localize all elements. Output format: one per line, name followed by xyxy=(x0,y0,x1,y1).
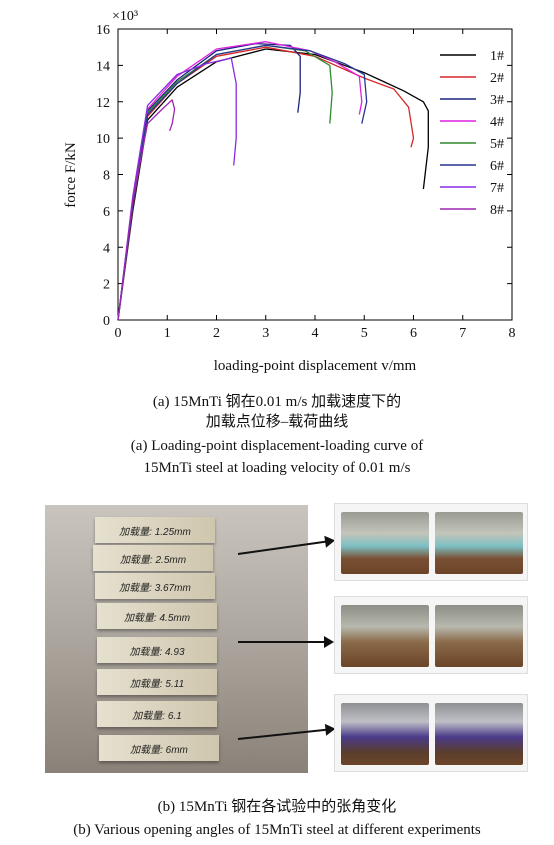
caption-b-cn: (b) 15MnTi 钢在各试验中的张角变化 xyxy=(157,799,397,815)
series-line-6 xyxy=(117,44,368,321)
y-tick-label: 16 xyxy=(96,23,110,38)
y-tick-label: 2 xyxy=(103,278,110,293)
arrow-2 xyxy=(238,636,334,648)
caption-a-cn-line1: (a) 15MnTi 钢在0.01 m/s 加载速度下的 xyxy=(152,394,402,410)
specimen-label: 加载量: 4.93 xyxy=(129,646,185,658)
y-axis-label: force F/kN xyxy=(63,142,79,208)
specimen-label: 加载量: 2.5mm xyxy=(119,554,187,566)
series-line-7 xyxy=(117,57,237,321)
fracture-photo-2 xyxy=(334,596,528,674)
caption-a-en-line1: (a) Loading-point displacement-loading c… xyxy=(130,438,424,454)
specimen-1: 加载量: 1.25mm xyxy=(95,517,215,543)
legend-label: 3# xyxy=(490,93,504,108)
y-tick-label: 4 xyxy=(103,241,110,256)
specimen-4: 加载量: 4.5mm xyxy=(97,603,217,629)
specimens-photo: 加载量: 1.25mm 加载量: 2.5mm 加载量: 3.67mm 加载量: … xyxy=(45,505,308,773)
series-line-4 xyxy=(117,41,363,321)
specimen-8: 加载量: 6mm xyxy=(99,735,219,761)
x-tick-label: 5 xyxy=(361,326,368,341)
legend-label: 7# xyxy=(490,181,504,196)
x-tick-label: 3 xyxy=(262,326,269,341)
specimen-label: 加载量: 6.1 xyxy=(132,710,182,722)
fracture-half-right xyxy=(435,605,523,667)
x-tick-label: 1 xyxy=(164,326,171,341)
legend-label: 4# xyxy=(490,115,504,130)
x-tick-label: 6 xyxy=(410,326,417,341)
caption-a-cn-line2: 加载点位移–载荷曲线 xyxy=(205,414,349,430)
legend-label: 2# xyxy=(490,71,504,86)
x-tick-label: 2 xyxy=(213,326,220,341)
legend-label: 6# xyxy=(490,159,504,174)
fracture-half-left xyxy=(341,703,429,765)
series-line-8 xyxy=(117,99,176,321)
fracture-half-left xyxy=(341,512,429,574)
caption-b-en: (b) Various opening angles of 15MnTi ste… xyxy=(73,822,481,838)
x-tick-label: 0 xyxy=(115,326,122,341)
y-tick-label: 6 xyxy=(103,205,110,220)
specimen-5: 加载量: 4.93 xyxy=(97,637,217,663)
y-tick-label: 12 xyxy=(96,96,110,111)
y-tick-label: 0 xyxy=(103,314,110,329)
y-tick-label: 10 xyxy=(96,132,110,147)
x-tick-label: 7 xyxy=(459,326,466,341)
y-tick-label: 8 xyxy=(103,169,110,184)
series-line-2 xyxy=(117,46,415,321)
specimen-label: 加载量: 5.11 xyxy=(129,678,185,690)
chart-series xyxy=(117,41,429,321)
series-line-3 xyxy=(117,42,301,321)
specimen-7: 加载量: 6.1 xyxy=(97,701,217,727)
plot-frame xyxy=(117,28,513,321)
specimen-label: 加载量: 4.5mm xyxy=(123,612,191,624)
x-tick-label: 8 xyxy=(509,326,516,341)
specimen-6: 加载量: 5.11 xyxy=(97,669,217,695)
x-axis-label: loading-point displacement v/mm xyxy=(214,358,417,374)
specimen-label: 加载量: 3.67mm xyxy=(119,582,191,594)
caption-a-en-line2: 15MnTi steel at loading velocity of 0.01… xyxy=(143,460,411,476)
specimen-label: 加载量: 1.25mm xyxy=(119,526,191,538)
chart-legend: 1# 2# 3# 4# 5# 6# 7# 8# xyxy=(440,49,504,218)
legend-label: 1# xyxy=(490,49,504,64)
specimen-label: 加载量: 6mm xyxy=(130,744,188,756)
legend-label: 8# xyxy=(490,203,504,218)
fracture-photo-3 xyxy=(334,694,528,772)
specimen-3: 加载量: 3.67mm xyxy=(95,573,215,599)
fracture-half-right xyxy=(435,512,523,574)
specimen-2: 加载量: 2.5mm xyxy=(93,545,213,571)
fracture-photo-1 xyxy=(334,503,528,581)
legend-label: 5# xyxy=(490,137,504,152)
y-multiplier: ×10³ xyxy=(112,9,138,24)
y-tick-label: 14 xyxy=(96,59,110,74)
x-tick-label: 4 xyxy=(312,326,319,341)
fracture-half-right xyxy=(435,703,523,765)
fracture-half-left xyxy=(341,605,429,667)
